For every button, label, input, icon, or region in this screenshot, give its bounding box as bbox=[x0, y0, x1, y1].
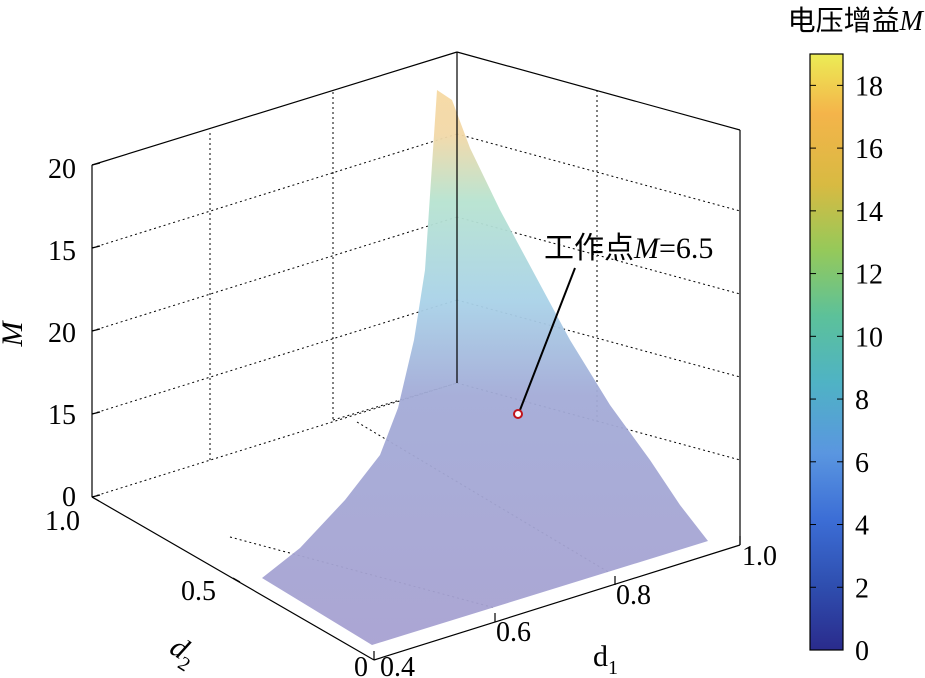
z-tick-label: 0 bbox=[62, 482, 76, 513]
z-axis-label: M bbox=[0, 320, 29, 348]
back-wall-left bbox=[92, 92, 333, 497]
colorbar-tick-label: 4 bbox=[855, 511, 869, 542]
tick-marks bbox=[91, 162, 741, 660]
colorbar: 0 2 4 6 8 10 12 14 16 18 电压增益M bbox=[788, 4, 925, 667]
annotation-leader-line bbox=[519, 267, 576, 411]
z-tick-label: 20 bbox=[48, 154, 76, 185]
colorbar-ticks: 0 2 4 6 8 10 12 14 16 18 bbox=[810, 71, 883, 667]
colorbar-tick-label: 16 bbox=[855, 134, 883, 165]
d1-tick-labels: 0.4 0.6 0.8 1.0 bbox=[380, 541, 777, 678]
d1-tick-label: 0.8 bbox=[616, 580, 651, 611]
d1-tick-label: 1.0 bbox=[742, 541, 777, 572]
d1-tick-label: 0.4 bbox=[380, 652, 415, 678]
d1-tick-label: 0.6 bbox=[496, 617, 531, 648]
colorbar-tick-label: 18 bbox=[855, 71, 883, 102]
z-tick-labels: 0 15 20 15 20 bbox=[48, 154, 76, 513]
d2-tick-label: 0.5 bbox=[181, 576, 216, 607]
d2-tick-label: 0 bbox=[354, 652, 368, 678]
colorbar-tick-label: 0 bbox=[855, 636, 869, 667]
d2-tick-labels: 0 0.5 1.0 bbox=[45, 506, 368, 678]
colorbar-tick-label: 14 bbox=[855, 197, 883, 228]
d1-axis-label: d1 bbox=[593, 640, 618, 678]
colorbar-tick-label: 2 bbox=[855, 573, 869, 604]
annotation-label: 工作点M=6.5 bbox=[544, 231, 713, 266]
z-tick-label: 15 bbox=[48, 400, 76, 431]
colorbar-tick-label: 10 bbox=[855, 322, 883, 353]
surface bbox=[262, 90, 708, 645]
colorbar-tick-label: 8 bbox=[855, 385, 869, 416]
colorbar-fill bbox=[809, 53, 844, 651]
z-tick-label: 15 bbox=[48, 236, 76, 267]
d2-axis-label: d2 bbox=[161, 630, 203, 676]
colorbar-tick-label: 12 bbox=[855, 260, 883, 291]
operating-point-marker bbox=[513, 409, 523, 419]
colorbar-tick-label: 6 bbox=[855, 448, 869, 479]
d2-tick-label: 1.0 bbox=[45, 506, 80, 537]
colorbar-title: 电压增益M bbox=[788, 4, 925, 37]
z-tick-label: 20 bbox=[48, 318, 76, 349]
